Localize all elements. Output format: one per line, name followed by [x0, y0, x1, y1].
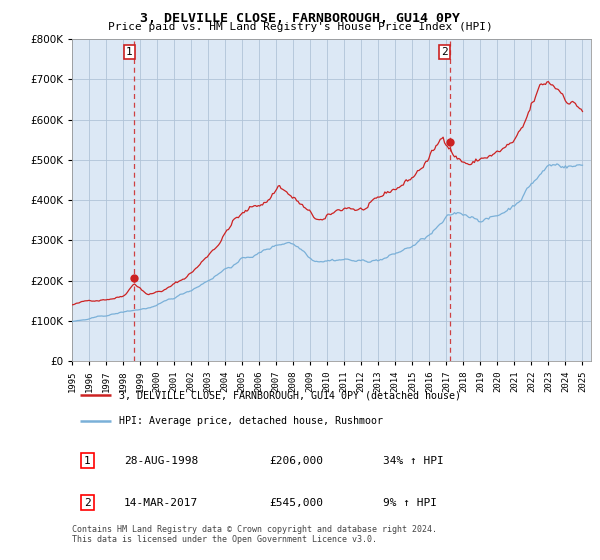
- Text: 2: 2: [442, 47, 448, 57]
- Text: Contains HM Land Registry data © Crown copyright and database right 2024.: Contains HM Land Registry data © Crown c…: [72, 525, 437, 534]
- Text: 34% ↑ HPI: 34% ↑ HPI: [383, 456, 444, 465]
- Text: This data is licensed under the Open Government Licence v3.0.: This data is licensed under the Open Gov…: [72, 535, 377, 544]
- Text: 9% ↑ HPI: 9% ↑ HPI: [383, 498, 437, 507]
- Text: 2: 2: [84, 498, 91, 507]
- Text: HPI: Average price, detached house, Rushmoor: HPI: Average price, detached house, Rush…: [119, 416, 383, 426]
- Text: £545,000: £545,000: [269, 498, 323, 507]
- Text: 1: 1: [126, 47, 133, 57]
- Text: Price paid vs. HM Land Registry's House Price Index (HPI): Price paid vs. HM Land Registry's House …: [107, 22, 493, 32]
- Text: 14-MAR-2017: 14-MAR-2017: [124, 498, 198, 507]
- Text: 28-AUG-1998: 28-AUG-1998: [124, 456, 198, 465]
- Text: 1: 1: [84, 456, 91, 465]
- Text: 3, DELVILLE CLOSE, FARNBOROUGH, GU14 0PY (detached house): 3, DELVILLE CLOSE, FARNBOROUGH, GU14 0PY…: [119, 390, 461, 400]
- Text: £206,000: £206,000: [269, 456, 323, 465]
- Text: 3, DELVILLE CLOSE, FARNBOROUGH, GU14 0PY: 3, DELVILLE CLOSE, FARNBOROUGH, GU14 0PY: [140, 12, 460, 25]
